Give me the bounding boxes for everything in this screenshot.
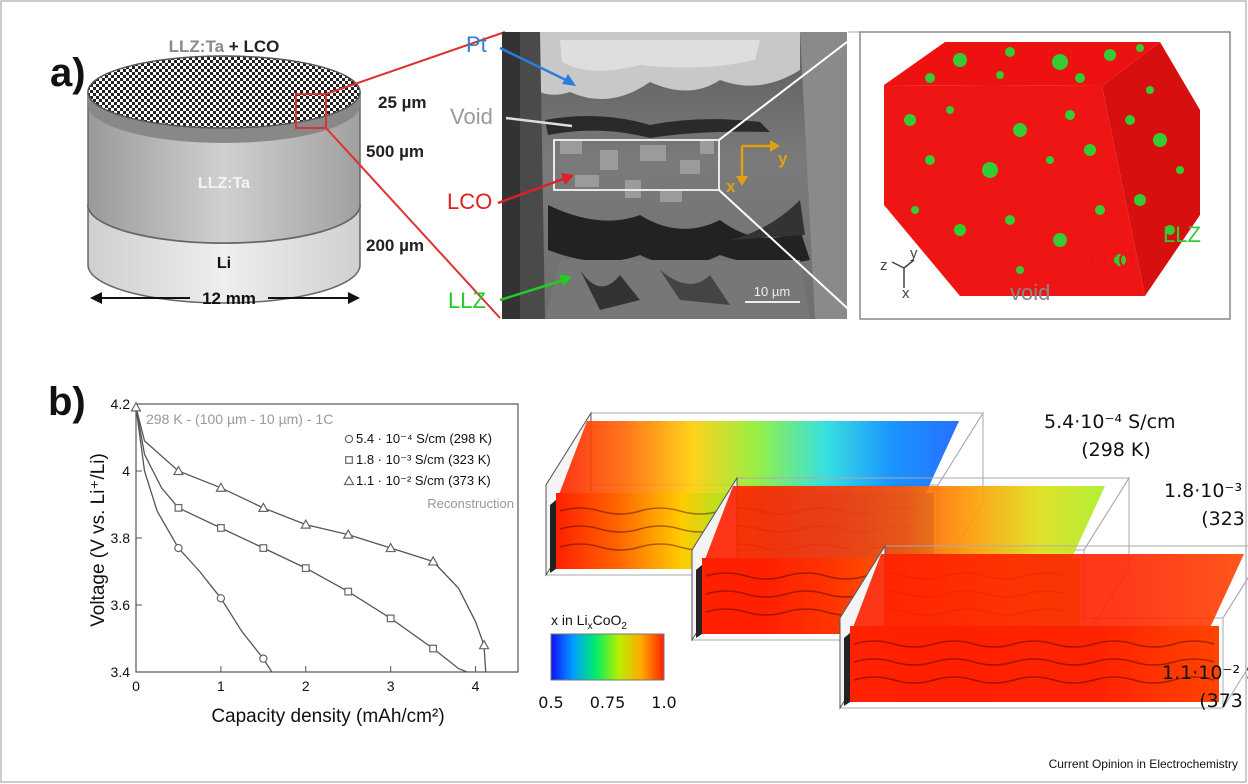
li-label: Li bbox=[217, 255, 231, 272]
sem-label-pt: Pt bbox=[466, 32, 487, 57]
square-marker bbox=[345, 588, 352, 595]
recon3d-block bbox=[884, 42, 1200, 296]
square-marker bbox=[302, 565, 309, 572]
slab-2: 1.1·10⁻² S/cm (373 K) bbox=[840, 546, 1248, 712]
colorbar-gradient bbox=[551, 634, 664, 680]
sem-scalebar-label: 10 µm bbox=[754, 284, 790, 299]
x-tick-label: 3 bbox=[387, 678, 395, 694]
electrolyte-label: LLZ:Ta bbox=[198, 175, 250, 192]
recon3d-label-llz: LLZ bbox=[1163, 222, 1201, 247]
y-tick-label: 3.4 bbox=[111, 664, 131, 680]
circle-marker bbox=[260, 655, 267, 662]
legend: 5.4 · 10⁻⁴ S/cm (298 K) 1.8 · 10⁻³ S/cm (… bbox=[345, 431, 493, 488]
slab-conductivity-label: 1.1·10⁻² S/cm bbox=[1162, 662, 1248, 684]
x-axis-label: Capacity density (mAh/cm²) bbox=[211, 706, 444, 727]
recon3d-label-lco: LCO bbox=[1090, 248, 1135, 273]
y-tick-label: 4.2 bbox=[111, 396, 131, 412]
x-tick-label: 0 bbox=[132, 678, 140, 694]
discharge-chart: 3.4 3.6 3.8 4 4.2 0 1 2 3 4 298 K - (100 µm - 10… bbox=[88, 396, 518, 727]
legend-entry: 5.4 · 10⁻⁴ S/cm (298 K) bbox=[356, 431, 492, 446]
colorbar-tick-label: 0.5 bbox=[538, 693, 563, 712]
thickness-cathode: 25 µm bbox=[378, 93, 427, 112]
legend-reconstruction: Reconstruction bbox=[427, 496, 514, 511]
y-tick-label: 3.8 bbox=[111, 530, 131, 546]
footer-journal: Current Opinion in Electrochemistry bbox=[1049, 757, 1238, 771]
x-tick-label: 1 bbox=[217, 678, 225, 694]
circle-marker bbox=[345, 435, 352, 442]
legend-entry: 1.8 · 10⁻³ S/cm (323 K) bbox=[356, 452, 491, 467]
square-marker bbox=[218, 525, 225, 532]
sem-label-void: Void bbox=[450, 104, 493, 129]
thickness-electrolyte: 500 µm bbox=[366, 142, 424, 161]
y-axis-label: Voltage (V vs. Li⁺/Li) bbox=[88, 453, 109, 627]
recon3d-axis-z: z bbox=[880, 257, 888, 274]
y-tick-label: 4 bbox=[122, 463, 130, 479]
circle-marker bbox=[217, 595, 224, 602]
sem-axis-x: x bbox=[726, 177, 736, 196]
diameter-label: 12 mm bbox=[202, 289, 256, 308]
slab-temperature-label: (323 K) bbox=[1201, 508, 1248, 530]
square-marker bbox=[260, 545, 267, 552]
recon3d-axis-y: y bbox=[910, 245, 918, 262]
x-tick-label: 2 bbox=[302, 678, 310, 694]
square-marker bbox=[175, 505, 182, 512]
colorbar-ticks: 0.5 0.75 1.0 bbox=[538, 693, 676, 712]
legend-entry: 1.1 · 10⁻² S/cm (373 K) bbox=[356, 473, 491, 488]
sem-axis-y: y bbox=[778, 149, 788, 168]
thickness-li: 200 µm bbox=[366, 236, 424, 255]
colorbar-title: x in LixCoO2 bbox=[551, 612, 627, 632]
recon3d-label-void: void bbox=[1010, 280, 1050, 305]
x-tick-label: 4 bbox=[472, 678, 480, 694]
colorbar: x in LixCoO2 0.5 0.75 1.0 bbox=[538, 612, 676, 712]
square-marker bbox=[346, 457, 353, 464]
slab-temperature-label: (373 K) bbox=[1199, 690, 1248, 712]
colorbar-tick-label: 1.0 bbox=[651, 693, 676, 712]
square-marker bbox=[430, 645, 437, 652]
slab-temperature-label: (298 K) bbox=[1081, 439, 1151, 461]
cylinder-top-label: LLZ:Ta + LCO bbox=[169, 37, 280, 56]
sem-label-llz: LLZ bbox=[448, 288, 486, 313]
panel-b-label: b) bbox=[48, 380, 86, 424]
slab-conductivity-label: 5.4·10⁻⁴ S/cm bbox=[1044, 411, 1176, 433]
recon3d-axis-x: x bbox=[902, 285, 910, 302]
square-marker bbox=[387, 615, 394, 622]
colorbar-tick-label: 0.75 bbox=[590, 693, 626, 712]
slab-conductivity-label: 1.8·10⁻³ S/cm bbox=[1164, 480, 1248, 502]
panel-a-label: a) bbox=[50, 51, 86, 95]
circle-marker bbox=[175, 544, 182, 551]
y-tick-label: 3.6 bbox=[111, 597, 131, 613]
chart-title: 298 K - (100 µm - 10 µm) - 1C bbox=[146, 411, 333, 427]
sem-label-lco: LCO bbox=[447, 189, 492, 214]
